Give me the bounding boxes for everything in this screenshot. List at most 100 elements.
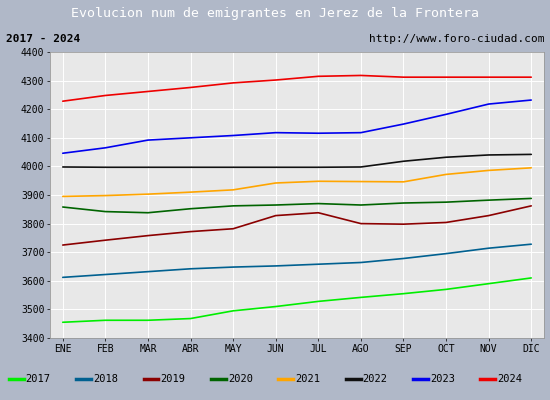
2024 [485,75,492,80]
Text: 2017: 2017 [26,374,51,384]
2021 [358,179,364,184]
Text: 2019: 2019 [161,374,185,384]
2019 [443,220,449,225]
2017 [187,316,194,321]
2022 [187,165,194,170]
2020 [272,203,279,208]
2019 [102,238,109,242]
2022 [400,159,407,164]
2018 [358,260,364,265]
2024 [272,78,279,82]
2020 [315,201,322,206]
2021 [315,179,322,184]
Text: 2021: 2021 [295,374,320,384]
2024 [145,89,151,94]
2019 [358,221,364,226]
Line: 2024: 2024 [63,76,531,101]
2023 [272,130,279,135]
2023 [315,131,322,136]
2023 [145,138,151,142]
Text: 2022: 2022 [362,374,388,384]
2024 [102,93,109,98]
2020 [528,196,535,201]
2023 [528,98,535,102]
2020 [102,209,109,214]
2019 [485,213,492,218]
Text: 2017 - 2024: 2017 - 2024 [6,34,80,44]
2024 [528,75,535,80]
2018 [443,251,449,256]
2023 [102,146,109,150]
2021 [443,172,449,177]
2021 [230,188,236,192]
2022 [272,165,279,170]
Line: 2019: 2019 [63,206,531,245]
2018 [528,242,535,246]
2020 [187,206,194,211]
2021 [187,190,194,194]
Line: 2023: 2023 [63,100,531,153]
Line: 2017: 2017 [63,278,531,322]
2022 [59,164,66,169]
2017 [358,295,364,300]
2023 [59,151,66,156]
2018 [400,256,407,261]
2023 [400,122,407,126]
2022 [145,165,151,170]
2022 [315,165,322,170]
2018 [59,275,66,280]
Line: 2022: 2022 [63,154,531,167]
2024 [59,99,66,104]
Text: 2023: 2023 [430,374,455,384]
2017 [528,276,535,280]
2018 [230,265,236,270]
2020 [400,201,407,206]
Text: http://www.foro-ciudad.com: http://www.foro-ciudad.com [369,34,544,44]
2019 [315,210,322,215]
2021 [485,168,492,173]
2019 [145,233,151,238]
2019 [187,229,194,234]
2018 [315,262,322,267]
2017 [443,287,449,292]
2019 [528,204,535,208]
2019 [400,222,407,226]
2021 [528,166,535,170]
2022 [485,152,492,157]
2018 [272,264,279,268]
2023 [443,112,449,117]
2021 [145,192,151,196]
2017 [400,291,407,296]
Text: 2018: 2018 [93,374,118,384]
2022 [528,152,535,157]
2021 [272,180,279,185]
2017 [315,299,322,304]
2017 [102,318,109,323]
2017 [145,318,151,323]
2017 [272,304,279,309]
2017 [59,320,66,325]
2023 [358,130,364,135]
2018 [485,246,492,250]
2023 [230,133,236,138]
2020 [145,210,151,215]
2023 [485,102,492,106]
Text: 2024: 2024 [497,374,522,384]
2023 [187,135,194,140]
2022 [102,165,109,170]
2022 [230,165,236,170]
2024 [230,80,236,85]
2021 [102,193,109,198]
2020 [485,198,492,202]
2024 [187,85,194,90]
2024 [400,75,407,80]
2017 [485,281,492,286]
2019 [59,243,66,248]
2024 [443,75,449,80]
2018 [187,266,194,271]
2021 [400,180,407,184]
2019 [272,213,279,218]
2024 [358,73,364,78]
Line: 2021: 2021 [63,168,531,196]
Line: 2020: 2020 [63,198,531,213]
